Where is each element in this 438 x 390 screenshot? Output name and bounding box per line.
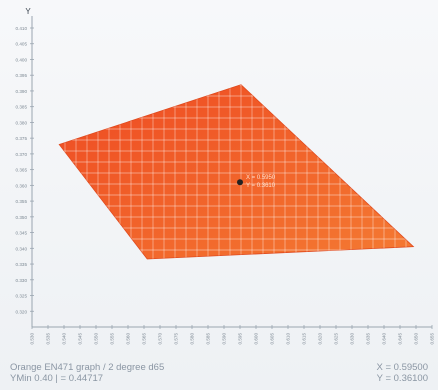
x-tick-label: 0.630 bbox=[350, 333, 355, 345]
orange-region bbox=[58, 84, 415, 260]
chart-subtitle: YMin 0.40 | = 0.44717 bbox=[10, 373, 104, 384]
y-tick-label: 0.410 bbox=[16, 26, 28, 31]
x-tick-label: 0.530 bbox=[30, 333, 35, 345]
y-tick-label: 0.370 bbox=[16, 152, 28, 157]
y-tick-label: 0.330 bbox=[16, 278, 28, 283]
y-axis-label: Y bbox=[25, 7, 31, 16]
x-tick-label: 0.655 bbox=[430, 333, 435, 345]
x-tick-label: 0.590 bbox=[222, 333, 227, 345]
x-tick-label: 0.585 bbox=[206, 333, 211, 345]
x-tick-label: 0.575 bbox=[174, 333, 179, 345]
y-tick-label: 0.400 bbox=[16, 57, 28, 62]
y-tick-label: 0.375 bbox=[16, 136, 28, 141]
coordinate-readout: X = 0.59500 Y = 0.36100 bbox=[376, 362, 428, 384]
y-tick-label: 0.320 bbox=[16, 309, 28, 314]
point-label-y: Y = 0.3610 bbox=[246, 183, 276, 189]
x-tick-label: 0.600 bbox=[254, 333, 259, 345]
x-tick-label: 0.595 bbox=[238, 333, 243, 345]
y-tick-label: 0.350 bbox=[16, 215, 28, 220]
x-tick-label: 0.640 bbox=[382, 333, 387, 345]
y-tick-label: 0.345 bbox=[16, 231, 28, 236]
x-tick-label: 0.625 bbox=[334, 333, 339, 345]
x-tick-label: 0.570 bbox=[158, 333, 163, 345]
x-tick-label: 0.610 bbox=[286, 333, 291, 345]
y-tick-label: 0.390 bbox=[16, 89, 28, 94]
x-tick-label: 0.545 bbox=[78, 333, 83, 345]
x-tick-label: 0.555 bbox=[110, 333, 115, 345]
x-tick-label: 0.645 bbox=[398, 333, 403, 345]
data-point bbox=[237, 179, 243, 186]
x-tick-label: 0.620 bbox=[318, 333, 323, 345]
x-tick-label: 0.650 bbox=[414, 333, 419, 345]
x-tick-label: 0.540 bbox=[62, 333, 67, 345]
readout-x: X = 0.59500 bbox=[376, 362, 428, 373]
point-label-x: X = 0.5950 bbox=[246, 175, 276, 181]
x-tick-label: 0.615 bbox=[302, 333, 307, 345]
y-tick-label: 0.405 bbox=[16, 42, 28, 47]
y-tick-label: 0.340 bbox=[16, 246, 28, 251]
chromaticity-chart: Y 0.410 0.405 0.400 0.395 0.390 0.385 0.380 0.37… bbox=[16, 7, 435, 345]
x-tick-label: 0.605 bbox=[270, 333, 275, 345]
x-tick-label: 0.550 bbox=[94, 333, 99, 345]
y-tick-label: 0.325 bbox=[16, 294, 28, 299]
y-tick-label: 0.395 bbox=[16, 73, 28, 78]
y-tick-label: 0.385 bbox=[16, 105, 28, 110]
x-tick-label: 0.535 bbox=[46, 333, 51, 345]
x-tick-label: 0.635 bbox=[366, 333, 371, 345]
y-tick-label: 0.355 bbox=[16, 199, 28, 204]
y-tick-label: 0.360 bbox=[16, 183, 28, 188]
chart-caption: Orange EN471 graph / 2 degree d65 YMin 0… bbox=[10, 362, 164, 384]
readout-y: Y = 0.36100 bbox=[376, 373, 428, 384]
x-tick-label: 0.580 bbox=[190, 333, 195, 345]
y-tick-label: 0.380 bbox=[16, 120, 28, 125]
y-tick-label: 0.335 bbox=[16, 262, 28, 267]
chart-title: Orange EN471 graph / 2 degree d65 bbox=[10, 362, 165, 373]
y-tick-label: 0.365 bbox=[16, 168, 28, 173]
x-tick-label: 0.565 bbox=[142, 333, 147, 345]
x-tick-label: 0.560 bbox=[126, 333, 131, 345]
